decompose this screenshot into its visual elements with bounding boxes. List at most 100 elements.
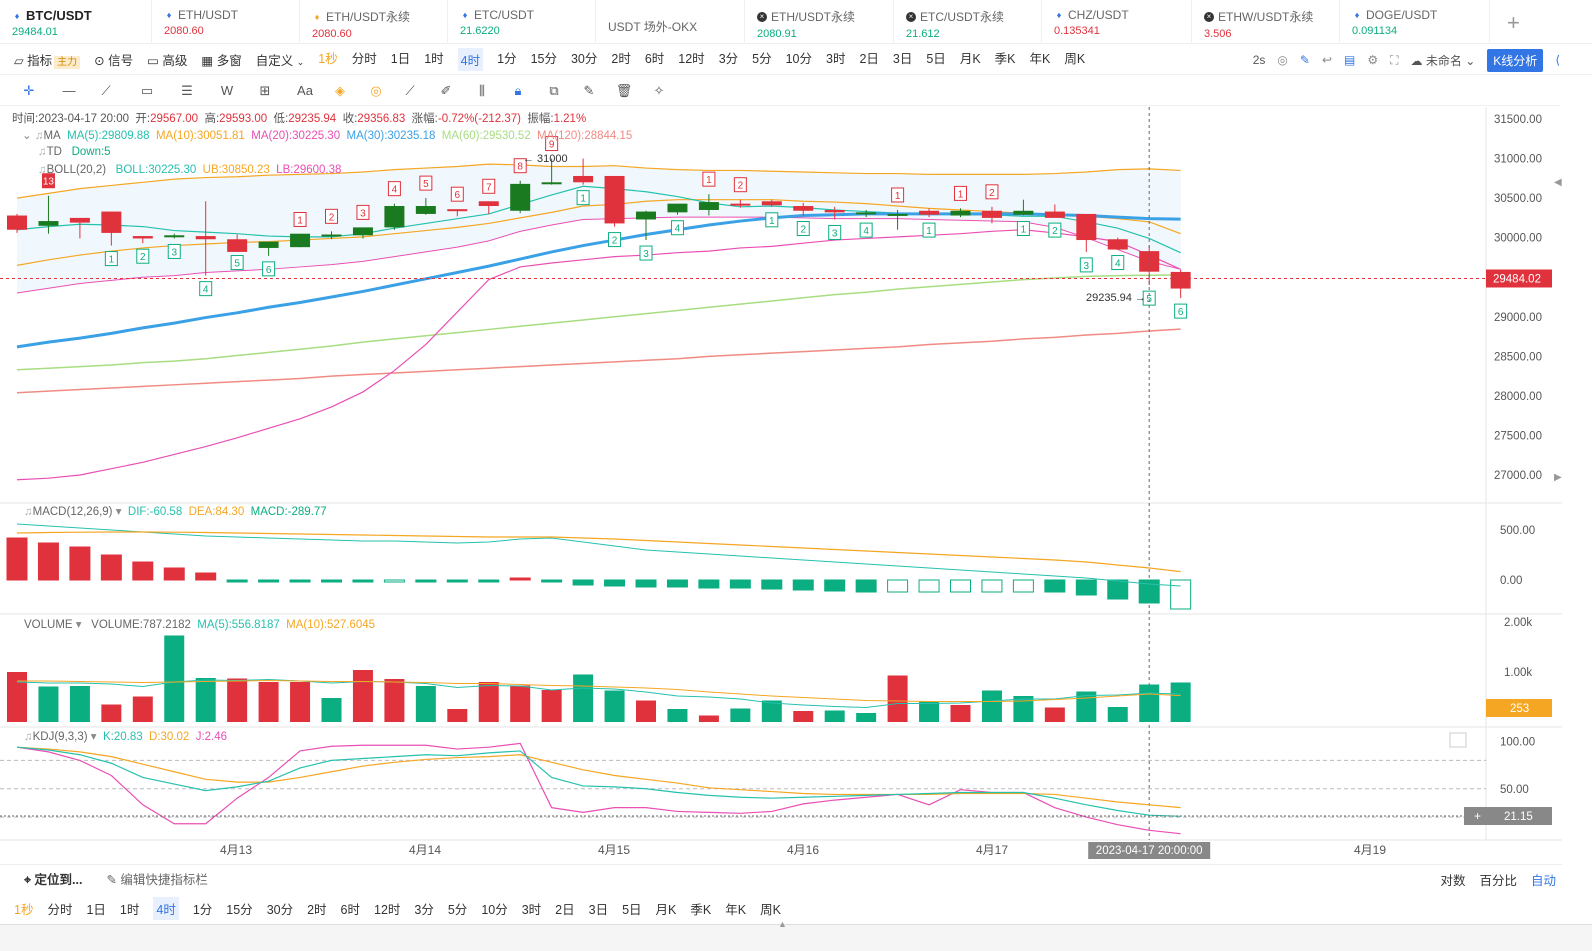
refresh-rate[interactable]: 2s (1252, 53, 1266, 67)
pen-icon[interactable]: ✎ (1299, 53, 1310, 67)
interval-19[interactable]: 季K (690, 902, 712, 917)
auto-scale-button[interactable]: 自动 (1530, 874, 1556, 888)
interval-21[interactable]: 周K (760, 902, 781, 917)
interval-3[interactable]: 1时 (424, 52, 444, 66)
locate-button[interactable]: ⌖ 定位到... (24, 873, 83, 887)
template-icon[interactable]: ▤ (1344, 53, 1356, 67)
tab-2[interactable]: ♦ ETH/USDT永续 2080.60 (300, 0, 448, 44)
ruler-icon[interactable]: ⟋ (405, 83, 415, 98)
advanced-button[interactable]: ▭ 高级 (147, 54, 188, 68)
horizontal-line-icon[interactable]: — (62, 83, 76, 98)
cycle-icon[interactable]: ◎ (370, 83, 382, 98)
log-scale-button[interactable]: 对数 (1440, 874, 1466, 888)
edit-icon[interactable]: ✎ (583, 83, 595, 98)
interval-17[interactable]: 5日 (926, 52, 946, 66)
share-icon[interactable]: ⟨ (1555, 53, 1560, 67)
candle-icon[interactable]: ⫼ (479, 83, 485, 98)
interval-9[interactable]: 6时 (644, 52, 665, 66)
camera-icon[interactable]: ◎ (1277, 53, 1288, 67)
copy-icon[interactable]: ⧉ (549, 83, 559, 98)
interval-4[interactable]: 4时 (457, 48, 484, 71)
interval-0[interactable]: 1秒 (318, 52, 338, 66)
fullscreen-icon[interactable]: ⛶ (1390, 52, 1399, 67)
interval-5[interactable]: 1分 (497, 52, 517, 66)
interval-18[interactable]: 月K (959, 52, 981, 66)
magic-icon[interactable]: ✧ (653, 83, 665, 98)
interval-10[interactable]: 12时 (374, 902, 401, 917)
interval-7[interactable]: 30分 (266, 902, 294, 917)
text-icon[interactable]: Aa (297, 83, 313, 98)
trend-line-icon[interactable]: ⟋ (101, 83, 111, 98)
boll-legend: ♫BOLL(20,2) BOLL:30225.30 UB:30850.23 LB… (38, 164, 342, 176)
interval-13[interactable]: 10分 (481, 902, 508, 917)
interval-6[interactable]: 15分 (530, 52, 557, 66)
reply-icon[interactable]: ↩ (1321, 53, 1333, 67)
trash-icon[interactable]: 🗑︎ (615, 83, 633, 98)
interval-12[interactable]: 5分 (447, 902, 468, 917)
lock-icon[interactable]: 🔒︎ (514, 83, 522, 98)
interval-11[interactable]: 3分 (718, 52, 739, 66)
tab-0[interactable]: ♦ BTC/USDT 29484.01 (0, 0, 152, 44)
wave-icon[interactable]: W (220, 83, 234, 98)
tab-name: USDT 场外-OKX (608, 20, 698, 34)
percent-scale-button[interactable]: 百分比 (1479, 874, 1517, 888)
interval-21[interactable]: 周K (1064, 52, 1086, 66)
tab-3[interactable]: ♦ ETC/USDT 21.6220 (448, 0, 596, 44)
interval-16[interactable]: 3日 (892, 52, 913, 66)
td-down-number: 2 (140, 252, 146, 263)
interval-20[interactable]: 年K (725, 902, 747, 917)
interval-13[interactable]: 10分 (785, 52, 812, 66)
interval-1[interactable]: 分时 (351, 52, 377, 66)
interval-2[interactable]: 1日 (86, 902, 106, 917)
layout-name[interactable]: ☁ 未命名 ⌄ (1410, 53, 1476, 68)
interval-9[interactable]: 6时 (340, 902, 360, 917)
edit-shortcut-button[interactable]: ✎ 编辑快捷指标栏 (106, 873, 208, 887)
brush-icon[interactable]: ✐ (440, 83, 452, 98)
interval-15[interactable]: 2日 (555, 902, 575, 917)
magnet-icon[interactable]: ◈ (335, 83, 345, 98)
chevron-up-icon[interactable]: ▲ (778, 919, 787, 929)
rectangle-icon[interactable]: ▭ (140, 83, 154, 98)
signal-button[interactable]: ⊙ 信号 (94, 54, 134, 68)
interval-5[interactable]: 1分 (192, 902, 213, 917)
interval-19[interactable]: 季K (994, 52, 1016, 66)
kline-chart[interactable]: 31500.00 31000.00 30500.00 30000.00 2 9 500.00… (0, 107, 1562, 864)
interval-4[interactable]: 4时 (153, 896, 179, 920)
tab-7[interactable]: ♦ CHZ/USDT 0.135341 (1042, 0, 1192, 44)
multi-window-button[interactable]: ▦ 多窗 (201, 54, 242, 68)
kline-analysis-button[interactable]: K线分析 (1487, 48, 1544, 72)
interval-17[interactable]: 5日 (622, 902, 642, 917)
interval-6[interactable]: 15分 (226, 902, 253, 917)
tab-8[interactable]: × ETHW/USDT永续 3.506 (1192, 0, 1340, 44)
measure-icon[interactable]: ⊞ (259, 83, 271, 98)
interval-7[interactable]: 30分 (570, 52, 598, 66)
interval-2[interactable]: 1日 (390, 52, 411, 66)
interval-8[interactable]: 2时 (611, 52, 631, 66)
fib-icon[interactable]: ☰ (181, 83, 193, 98)
interval-11[interactable]: 3分 (414, 902, 434, 917)
macd-bar (855, 579, 877, 593)
interval-10[interactable]: 12时 (678, 52, 705, 66)
tab-9[interactable]: ♦ DOGE/USDT 0.091134 (1340, 0, 1490, 44)
indicator-button[interactable]: ▱ 指标 主力 (14, 50, 81, 69)
tab-5[interactable]: × ETH/USDT永续 2080.91 (745, 0, 894, 44)
interval-8[interactable]: 2时 (307, 902, 327, 917)
interval-1[interactable]: 分时 (47, 902, 73, 917)
crosshair-icon[interactable]: ✛ (23, 83, 35, 98)
interval-16[interactable]: 3日 (588, 902, 609, 917)
interval-0[interactable]: 1秒 (14, 902, 34, 917)
interval-3[interactable]: 1时 (119, 902, 140, 917)
settings-icon[interactable]: ⚙ (1367, 53, 1379, 67)
interval-15[interactable]: 2日 (859, 52, 879, 66)
add-tab-button[interactable]: + (1507, 10, 1520, 35)
tab-4[interactable]: USDT 场外-OKX (596, 0, 745, 44)
interval-12[interactable]: 5分 (752, 52, 772, 66)
tab-6[interactable]: × ETC/USDT永续 21.612 (894, 0, 1042, 44)
interval-18[interactable]: 月K (655, 902, 677, 917)
custom-button[interactable]: 自定义 ⌄ (255, 54, 305, 68)
interval-20[interactable]: 年K (1029, 52, 1051, 66)
interval-14[interactable]: 3时 (521, 902, 542, 917)
interval-14[interactable]: 3时 (826, 52, 846, 66)
scroll-area[interactable]: ▲ (0, 919, 1592, 951)
tab-1[interactable]: ♦ ETH/USDT 2080.60 (152, 0, 300, 44)
